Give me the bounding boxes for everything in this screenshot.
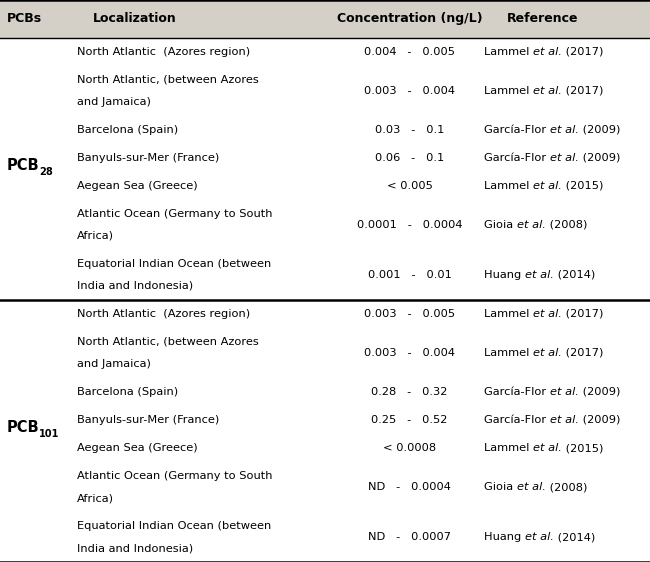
Text: Aegean Sea (Greece): Aegean Sea (Greece) xyxy=(77,443,198,453)
Text: Africa): Africa) xyxy=(77,231,114,241)
Text: García-Flor: García-Flor xyxy=(484,387,550,397)
Text: Reference: Reference xyxy=(507,12,578,25)
Text: (2009): (2009) xyxy=(579,387,620,397)
Text: 0.003   -   0.004: 0.003 - 0.004 xyxy=(364,86,455,96)
Text: (2017): (2017) xyxy=(562,86,603,96)
Text: (2014): (2014) xyxy=(554,270,595,280)
Text: and Jamaica): and Jamaica) xyxy=(77,359,151,369)
Text: PCBs: PCBs xyxy=(6,12,42,25)
Text: 0.25   -   0.52: 0.25 - 0.52 xyxy=(371,415,448,425)
Text: et al.: et al. xyxy=(550,153,579,163)
Text: Banyuls-sur-Mer (France): Banyuls-sur-Mer (France) xyxy=(77,415,219,425)
Text: García-Flor: García-Flor xyxy=(484,125,550,135)
Text: ND   -   0.0007: ND - 0.0007 xyxy=(368,532,451,542)
Text: 101: 101 xyxy=(39,429,60,439)
Text: Lammel: Lammel xyxy=(484,348,533,358)
Text: et al.: et al. xyxy=(550,415,579,425)
Text: Huang: Huang xyxy=(484,270,525,280)
Text: et al.: et al. xyxy=(525,532,554,542)
Text: Atlantic Ocean (Germany to South: Atlantic Ocean (Germany to South xyxy=(77,471,272,481)
Text: Localization: Localization xyxy=(94,12,177,25)
Text: North Atlantic, (between Azores: North Atlantic, (between Azores xyxy=(77,75,259,85)
Text: 0.003   -   0.005: 0.003 - 0.005 xyxy=(364,309,455,319)
Text: Lammel: Lammel xyxy=(484,181,533,191)
Text: Atlantic Ocean (Germany to South: Atlantic Ocean (Germany to South xyxy=(77,209,272,219)
Text: 28: 28 xyxy=(39,167,53,177)
Text: 0.06   -   0.1: 0.06 - 0.1 xyxy=(375,153,444,163)
Text: Equatorial Indian Ocean (between: Equatorial Indian Ocean (between xyxy=(77,521,271,531)
Text: Lammel: Lammel xyxy=(484,86,533,96)
Text: 0.28   -   0.32: 0.28 - 0.32 xyxy=(371,387,448,397)
Text: et al.: et al. xyxy=(533,443,562,453)
Text: 0.001   -   0.01: 0.001 - 0.01 xyxy=(367,270,452,280)
Text: Barcelona (Spain): Barcelona (Spain) xyxy=(77,125,178,135)
Text: 0.03   -   0.1: 0.03 - 0.1 xyxy=(375,125,444,135)
Text: Lammel: Lammel xyxy=(484,47,533,57)
Text: < 0.005: < 0.005 xyxy=(387,181,432,191)
Bar xyxy=(0,0,650,38)
Text: et al.: et al. xyxy=(533,309,562,319)
Text: (2008): (2008) xyxy=(546,220,587,230)
Text: et al.: et al. xyxy=(517,482,546,492)
Text: et al.: et al. xyxy=(525,270,554,280)
Text: et al.: et al. xyxy=(533,181,562,191)
Text: et al.: et al. xyxy=(533,86,562,96)
Text: Concentration (ng/L): Concentration (ng/L) xyxy=(337,12,482,25)
Text: Gioia: Gioia xyxy=(484,220,517,230)
Text: ND   -   0.0004: ND - 0.0004 xyxy=(368,482,451,492)
Text: North Atlantic  (Azores region): North Atlantic (Azores region) xyxy=(77,47,250,57)
Text: (2009): (2009) xyxy=(579,125,620,135)
Text: Africa): Africa) xyxy=(77,493,114,503)
Text: North Atlantic  (Azores region): North Atlantic (Azores region) xyxy=(77,309,250,319)
Text: (2017): (2017) xyxy=(562,309,603,319)
Text: India and Indonesia): India and Indonesia) xyxy=(77,281,193,291)
Text: (2008): (2008) xyxy=(546,482,587,492)
Text: and Jamaica): and Jamaica) xyxy=(77,97,151,107)
Text: (2015): (2015) xyxy=(562,443,603,453)
Text: (2017): (2017) xyxy=(562,348,603,358)
Text: (2015): (2015) xyxy=(562,181,603,191)
Text: García-Flor: García-Flor xyxy=(484,153,550,163)
Text: Barcelona (Spain): Barcelona (Spain) xyxy=(77,387,178,397)
Text: Gioia: Gioia xyxy=(484,482,517,492)
Text: (2009): (2009) xyxy=(579,415,620,425)
Text: 0.0001   -   0.0004: 0.0001 - 0.0004 xyxy=(357,220,462,230)
Text: (2014): (2014) xyxy=(554,532,595,542)
Text: et al.: et al. xyxy=(550,387,579,397)
Text: Huang: Huang xyxy=(484,532,525,542)
Text: North Atlantic, (between Azores: North Atlantic, (between Azores xyxy=(77,337,259,347)
Text: et al.: et al. xyxy=(517,220,546,230)
Text: Equatorial Indian Ocean (between: Equatorial Indian Ocean (between xyxy=(77,259,271,269)
Text: Aegean Sea (Greece): Aegean Sea (Greece) xyxy=(77,181,198,191)
Text: (2017): (2017) xyxy=(562,47,603,57)
Text: 0.003   -   0.004: 0.003 - 0.004 xyxy=(364,348,455,358)
Text: PCB: PCB xyxy=(6,420,39,435)
Text: et al.: et al. xyxy=(533,348,562,358)
Text: 0.004   -   0.005: 0.004 - 0.005 xyxy=(364,47,455,57)
Text: Banyuls-sur-Mer (France): Banyuls-sur-Mer (France) xyxy=(77,153,219,163)
Text: India and Indonesia): India and Indonesia) xyxy=(77,543,193,553)
Text: García-Flor: García-Flor xyxy=(484,415,550,425)
Text: et al.: et al. xyxy=(550,125,579,135)
Text: Lammel: Lammel xyxy=(484,309,533,319)
Text: Lammel: Lammel xyxy=(484,443,533,453)
Text: (2009): (2009) xyxy=(579,153,620,163)
Text: et al.: et al. xyxy=(533,47,562,57)
Text: PCB: PCB xyxy=(6,158,39,173)
Text: < 0.0008: < 0.0008 xyxy=(383,443,436,453)
